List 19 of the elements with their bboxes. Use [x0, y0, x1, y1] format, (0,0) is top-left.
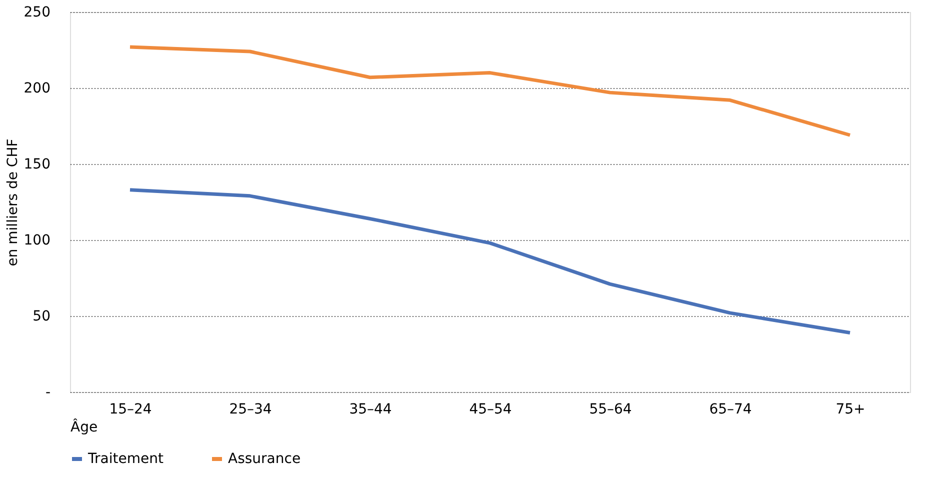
- x-tick-label: 15–24: [109, 402, 152, 418]
- y-tick-label: 50: [32, 308, 50, 324]
- y-tick-label: 250: [24, 4, 50, 20]
- x-tick-label: 35–44: [349, 402, 392, 418]
- y-axis-title: en milliers de CHF: [4, 138, 21, 266]
- line-series: [128, 188, 852, 334]
- legend-label: Assurance: [228, 451, 301, 467]
- x-tick-label: 65–74: [709, 402, 752, 418]
- y-tick-label: 200: [24, 80, 50, 96]
- y-tick-label: -: [45, 384, 50, 400]
- x-axis-title: Âge: [70, 418, 98, 436]
- x-tick-label: 75+: [836, 402, 866, 418]
- x-tick-label: 55–64: [589, 402, 632, 418]
- y-tick-label: 100: [24, 232, 50, 248]
- y-tick-label: 150: [24, 156, 50, 172]
- legend-label: Traitement: [87, 451, 164, 467]
- x-tick-label: 45–54: [469, 402, 512, 418]
- line-series: [128, 45, 852, 137]
- x-tick-label: 25–34: [229, 402, 272, 418]
